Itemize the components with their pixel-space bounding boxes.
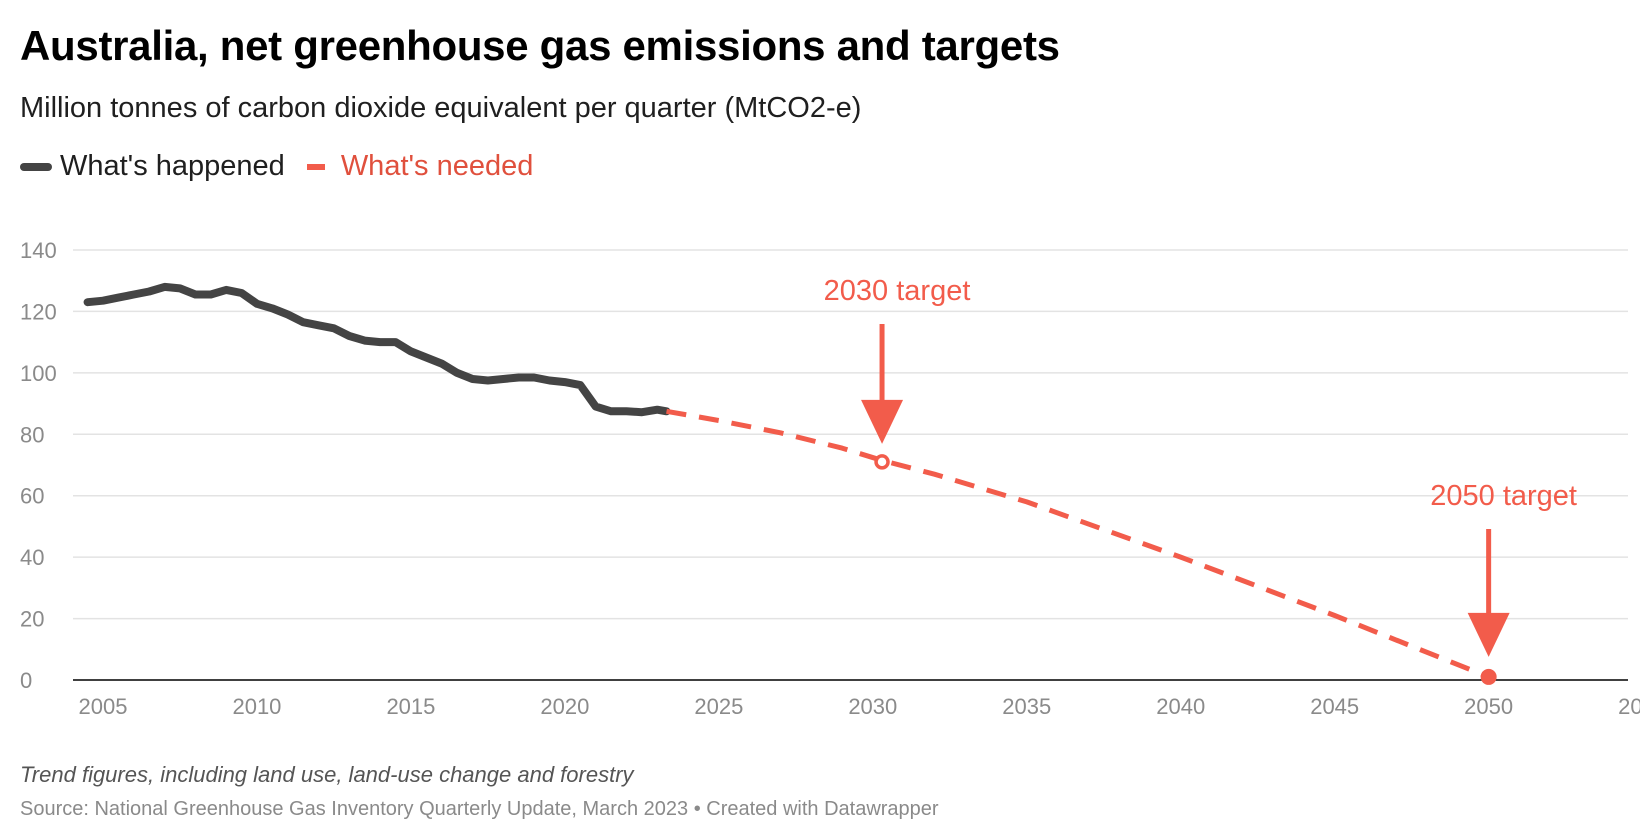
x-tick-label: 2050 [1464, 694, 1513, 719]
chart-source: Source: National Greenhouse Gas Inventor… [20, 798, 939, 820]
y-axis-ticks: 0 20 40 60 80 100 120 140 [20, 238, 57, 693]
y-tick-label: 120 [20, 299, 57, 324]
series-line-needed [666, 408, 1490, 680]
annotation-label: 2050 target [1430, 480, 1577, 512]
legend-label-needed: What's needed [340, 150, 534, 182]
legend-label-happened: What's happened [60, 150, 285, 182]
y-tick-label: 20 [20, 607, 44, 632]
y-tick-label: 100 [20, 361, 57, 386]
y-tick-label: 60 [20, 484, 44, 509]
x-tick-label: 2025 [694, 694, 743, 719]
chart-note: Trend figures, including land use, land-… [20, 762, 634, 787]
legend-item-happened: What's happened [20, 150, 285, 183]
y-tick-label: 80 [20, 422, 44, 447]
x-tick-label: 2005 [79, 694, 128, 719]
chart-subtitle: Million tonnes of carbon dioxide equival… [20, 92, 862, 124]
x-tick-label: 2010 [232, 694, 281, 719]
grid-layer [73, 249, 1628, 681]
chart-title: Australia, net greenhouse gas emissions … [20, 22, 1060, 69]
x-axis-ticks: 2005 2010 2015 2020 2025 2030 2035 2040 2045 2050… [79, 694, 1640, 719]
y-tick-label: 40 [20, 545, 44, 570]
y-tick-label: 0 [20, 668, 32, 693]
legend-swatch-solid [20, 162, 52, 171]
annotation-label: 2030 target [824, 275, 971, 307]
legend: What's happened What's needed [20, 150, 551, 183]
series-layer [83, 282, 1490, 680]
legend-item-needed: What's needed [303, 150, 534, 183]
x-tick-label: 2030 [848, 694, 897, 719]
target-marker-2030 [874, 454, 890, 470]
x-tick-label: 2045 [1310, 694, 1359, 719]
annotation-arrow-head [1467, 612, 1510, 657]
x-tick-label: 2015 [386, 694, 435, 719]
series-line-happened [83, 282, 671, 417]
target-marker-2050 [1480, 668, 1497, 685]
annotation-arrow-head [861, 399, 904, 444]
y-tick-label: 140 [20, 238, 57, 263]
x-tick-label: 2035 [1002, 694, 1051, 719]
annotation-layer: 2030 target 2050 target [824, 275, 1577, 685]
x-tick-label: 2055 [1618, 694, 1640, 719]
legend-swatch-dashed [306, 163, 325, 170]
x-tick-label: 2020 [540, 694, 589, 719]
x-tick-label: 2040 [1156, 694, 1205, 719]
